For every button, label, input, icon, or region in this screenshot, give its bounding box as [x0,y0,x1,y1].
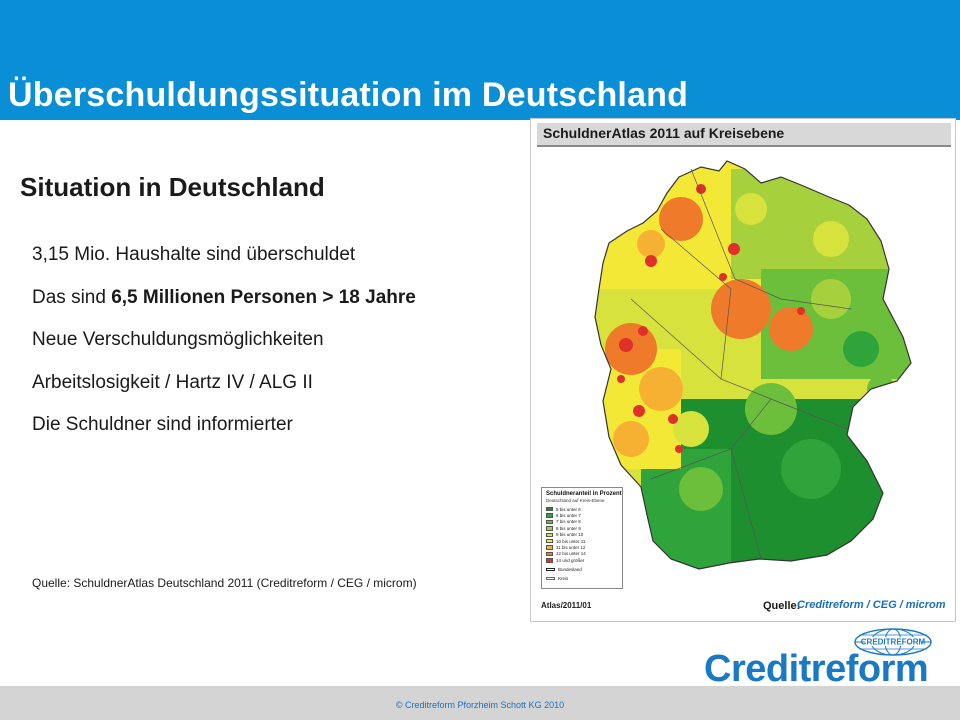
legend-label: 8 bis unter 9 [556,525,581,531]
globe-text: CREDITREFORM [861,638,926,647]
legend-label: 11 bis unter 12 [556,545,586,551]
bullet-text: Neue Verschuldungsmöglichkeiten [32,329,324,350]
legend-swatch [546,519,553,525]
map-title: SchuldnerAtlas 2011 auf Kreisebene [543,125,785,141]
bullet-item: Die Schuldner sind informierter [32,410,416,453]
germany-map [594,160,912,570]
legend-row: 6 bis unter 7 [546,512,618,518]
legend-row: 7 bis unter 8 [546,519,618,525]
legend-swatch [546,506,553,512]
legend-label: 7 bis unter 8 [556,519,581,525]
legend-swatch [546,558,553,563]
legend-row: 5 bis unter 6 [546,506,618,512]
bullet-item: Arbeitslosigkeit / Hartz IV / ALG II [32,368,416,411]
legend-label: Bundesland [558,566,582,572]
bullet-bold-text: 6,5 Millionen Personen > 18 Jahre [111,286,416,308]
map-legend: Schuldneranteil in Prozent Deutschland a… [541,487,623,589]
legend-swatch [546,526,553,531]
legend-swatch [546,545,553,550]
legend-label: 9 bis unter 10 [556,532,584,538]
legend-row-district: Kreis [546,575,618,582]
bullet-item: Das sind 6,5 Millionen Personen > 18 Jah… [32,283,416,326]
bullet-list: 3,15 Mio. Haushalte sind überschuldet Da… [32,240,416,453]
map-source-org: Creditreform / CEG / microm [797,599,946,611]
globe-icon: CREDITREFORM [854,628,932,656]
state-borders [630,168,852,560]
bullet-text: Arbeitslosigkeit / Hartz IV / ALG II [32,371,313,393]
country-border [594,160,912,570]
legend-swatch [546,513,553,518]
source-note: Quelle: SchuldnerAtlas Deutschland 2011 … [32,576,417,590]
legend-row: 8 bis unter 9 [546,525,618,531]
legend-row: 11 bis unter 12 [546,544,618,550]
bullet-item: 3,15 Mio. Haushalte sind überschuldet [32,240,416,283]
legend-row: 9 bis unter 10 [546,532,618,538]
logo-wordmark: Creditreform [704,648,929,690]
bullet-text: Das sind [32,286,112,308]
legend-swatch [546,551,553,557]
slide-title: Überschuldungssituation im Deutschland [8,76,689,114]
legend-label: 5 bis unter 6 [556,506,581,512]
bullet-text: 3,15 Mio. Haushalte sind überschuldet [32,244,356,265]
legend-label: Kreis [558,575,569,581]
map-source-label: Quelle: [763,600,801,612]
bullet-text: Die Schuldner sind informierter [32,414,293,435]
map-title-bar: SchuldnerAtlas 2011 auf Kreisebene [537,123,951,147]
district-line-swatch [546,576,555,580]
legend-title: Schuldneranteil in Prozent [546,491,622,497]
legend-label: 6 bis unter 7 [556,513,581,519]
legend-label: 14 und größer [556,557,585,563]
debt-atlas-map: SchuldnerAtlas 2011 auf Kreisebene [530,118,956,622]
bullet-item: Neue Verschuldungsmöglichkeiten [32,325,416,368]
legend-label: 12 bis unter 14 [556,551,586,557]
state-line-swatch [546,567,555,571]
legend-row: 10 bis unter 11 [546,538,618,544]
legend-swatch [546,538,553,544]
legend-row: 12 bis unter 14 [546,551,618,557]
legend-row-state: Bundesland [546,566,618,573]
legend-label: 10 bis unter 11 [556,538,586,544]
legend-swatch [546,532,553,537]
legend-subtitle: Deutschland auf Kreis-Ebene [546,498,605,503]
slide-subtitle: Situation in Deutschland [20,172,325,202]
legend-row: 14 und größer [546,557,618,563]
header-bar: Überschuldungssituation im Deutschland [0,0,960,120]
atlas-code: Atlas/2011/01 [541,601,592,610]
creditreform-logo: CREDITREFORM Creditreform [700,626,950,690]
copyright-text: © Creditreform Pforzheim Schott KG 2010 [395,700,565,710]
footer-bar: © Creditreform Pforzheim Schott KG 2010 [0,686,960,720]
